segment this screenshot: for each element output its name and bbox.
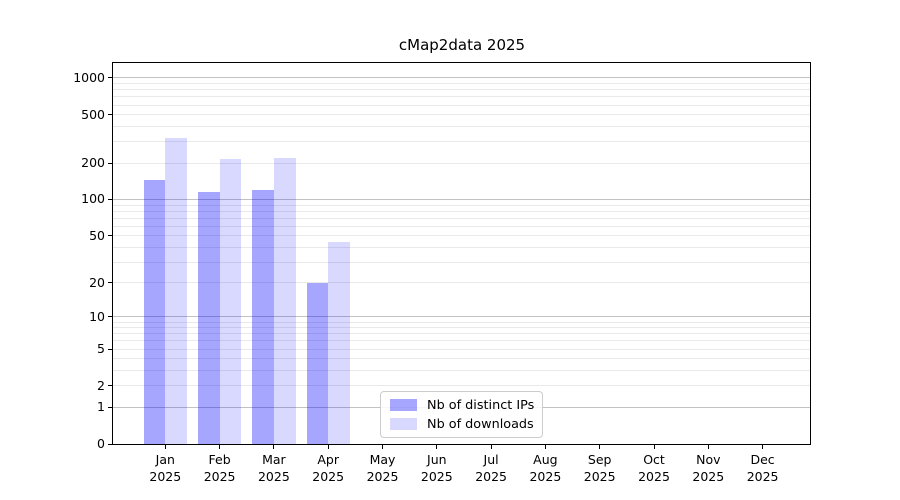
- gridline: [113, 125, 810, 127]
- gridline: [113, 225, 810, 227]
- x-tick-label-apr: Apr 2025: [312, 452, 345, 484]
- y-tick-mark: [108, 406, 112, 408]
- gridline: [113, 141, 810, 143]
- x-tick-label-mar: Mar 2025: [257, 452, 290, 484]
- bar-jan-downloads: [165, 138, 187, 444]
- y-tick-mark: [108, 114, 112, 116]
- y-tick-mark: [108, 443, 112, 445]
- x-tick-mark: [164, 445, 166, 449]
- plot-area: [112, 62, 811, 445]
- bar-feb-distinct-ips: [197, 192, 220, 444]
- gridline: [113, 83, 810, 85]
- y-tick-mark: [108, 385, 112, 387]
- gridline: [113, 104, 810, 106]
- legend-label: Nb of distinct IPs: [427, 397, 535, 413]
- gridline: [113, 77, 810, 79]
- x-tick-label-aug: Aug 2025: [529, 452, 562, 484]
- legend-label: Nb of downloads: [427, 416, 534, 432]
- gridline: [113, 261, 810, 263]
- y-tick-mark: [108, 77, 112, 79]
- x-tick-mark: [436, 445, 438, 449]
- gridline: [113, 340, 810, 342]
- gridline: [113, 358, 810, 360]
- x-tick-mark: [382, 445, 383, 449]
- gridline: [113, 217, 810, 219]
- gridline: [113, 204, 810, 206]
- y-tick-mark: [108, 235, 112, 237]
- bar-apr-downloads: [328, 242, 350, 444]
- gridline: [113, 333, 810, 335]
- y-tick-mark: [108, 282, 112, 284]
- gridline: [113, 210, 810, 212]
- x-tick-label-dec: Dec 2025: [746, 452, 779, 484]
- gridline: [113, 198, 810, 200]
- x-tick-mark: [490, 445, 492, 449]
- gridline: [113, 385, 810, 387]
- bar-mar-downloads: [273, 158, 296, 444]
- x-tick-label-oct: Oct 2025: [638, 452, 670, 484]
- x-tick-mark: [219, 445, 221, 449]
- x-tick-label-jul: Jul 2025: [475, 452, 507, 484]
- y-tick-label: 200: [81, 155, 105, 171]
- y-tick-label: 1000: [73, 69, 105, 85]
- gridline: [113, 114, 810, 116]
- legend-swatch-icon: [390, 399, 417, 411]
- bar-jan-distinct-ips: [143, 179, 166, 444]
- gridline: [113, 370, 810, 372]
- gridline: [113, 316, 810, 318]
- gridline: [113, 246, 810, 248]
- y-tick-mark: [108, 348, 112, 350]
- gridline: [113, 162, 810, 164]
- x-tick-mark: [327, 445, 329, 449]
- legend-swatch-icon: [390, 418, 417, 430]
- bar-mar-distinct-ips: [252, 189, 274, 444]
- y-tick-label: 1: [97, 399, 105, 415]
- gridline: [113, 89, 810, 91]
- gridline: [113, 235, 810, 237]
- x-tick-mark: [544, 445, 546, 449]
- y-tick-mark: [108, 316, 112, 318]
- x-tick-label-feb: Feb 2025: [203, 452, 236, 484]
- x-tick-label-jan: Jan 2025: [149, 452, 182, 484]
- legend: Nb of distinct IPs Nb of downloads: [380, 391, 543, 438]
- x-tick-label-sep: Sep 2025: [583, 452, 616, 484]
- x-tick-mark: [653, 445, 655, 449]
- y-tick-mark: [108, 198, 112, 200]
- y-tick-label: 5: [97, 341, 105, 357]
- x-tick-mark: [599, 445, 601, 449]
- gridline: [113, 348, 810, 350]
- y-tick-label: 100: [81, 191, 105, 207]
- gridline: [113, 327, 810, 329]
- gridline: [113, 321, 810, 323]
- gridline: [113, 282, 810, 284]
- y-tick-label: 10: [89, 308, 105, 324]
- x-tick-label-jun: Jun 2025: [420, 452, 453, 484]
- x-tick-mark: [762, 445, 764, 449]
- y-tick-label: 20: [89, 274, 105, 290]
- x-tick-label-nov: Nov 2025: [692, 452, 725, 484]
- x-tick-mark: [707, 445, 709, 449]
- chart-title: cMap2data 2025: [398, 36, 526, 54]
- y-tick-label: 0: [97, 436, 105, 451]
- x-tick-mark: [273, 445, 275, 449]
- y-tick-label: 50: [89, 227, 105, 243]
- legend-item: Nb of downloads: [390, 416, 534, 432]
- y-tick-label: 500: [81, 106, 105, 122]
- bar-apr-distinct-ips: [306, 282, 329, 444]
- y-tick-mark: [108, 162, 112, 164]
- y-tick-label: 2: [97, 377, 105, 393]
- bar-feb-downloads: [219, 159, 242, 444]
- gridline: [113, 96, 810, 98]
- legend-item: Nb of distinct IPs: [390, 397, 535, 413]
- x-tick-label-may: May 2025: [366, 452, 399, 484]
